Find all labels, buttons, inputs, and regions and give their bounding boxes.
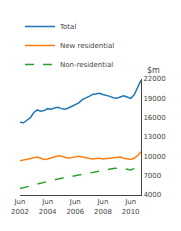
svg-text:Total: Total <box>59 23 76 31</box>
svg-text:7000: 7000 <box>143 172 161 180</box>
svg-text:New residential: New residential <box>60 42 114 50</box>
svg-text:Jun2004: Jun2004 <box>39 198 57 215</box>
svg-text:Non-residential: Non-residential <box>60 61 113 69</box>
svg-text:Jun2002: Jun2002 <box>11 198 29 215</box>
svg-text:10000: 10000 <box>143 153 165 161</box>
svg-text:Jun2008: Jun2008 <box>94 198 112 215</box>
svg-text:13000: 13000 <box>143 133 165 141</box>
svg-text:Jun2010: Jun2010 <box>122 198 140 215</box>
svg-text:Jun2006: Jun2006 <box>66 198 84 215</box>
svg-text:19000: 19000 <box>143 95 165 103</box>
svg-text:16000: 16000 <box>143 114 165 122</box>
svg-text:4000: 4000 <box>143 191 161 199</box>
svg-text:$m: $m <box>147 66 160 75</box>
svg-text:22000: 22000 <box>143 75 165 83</box>
